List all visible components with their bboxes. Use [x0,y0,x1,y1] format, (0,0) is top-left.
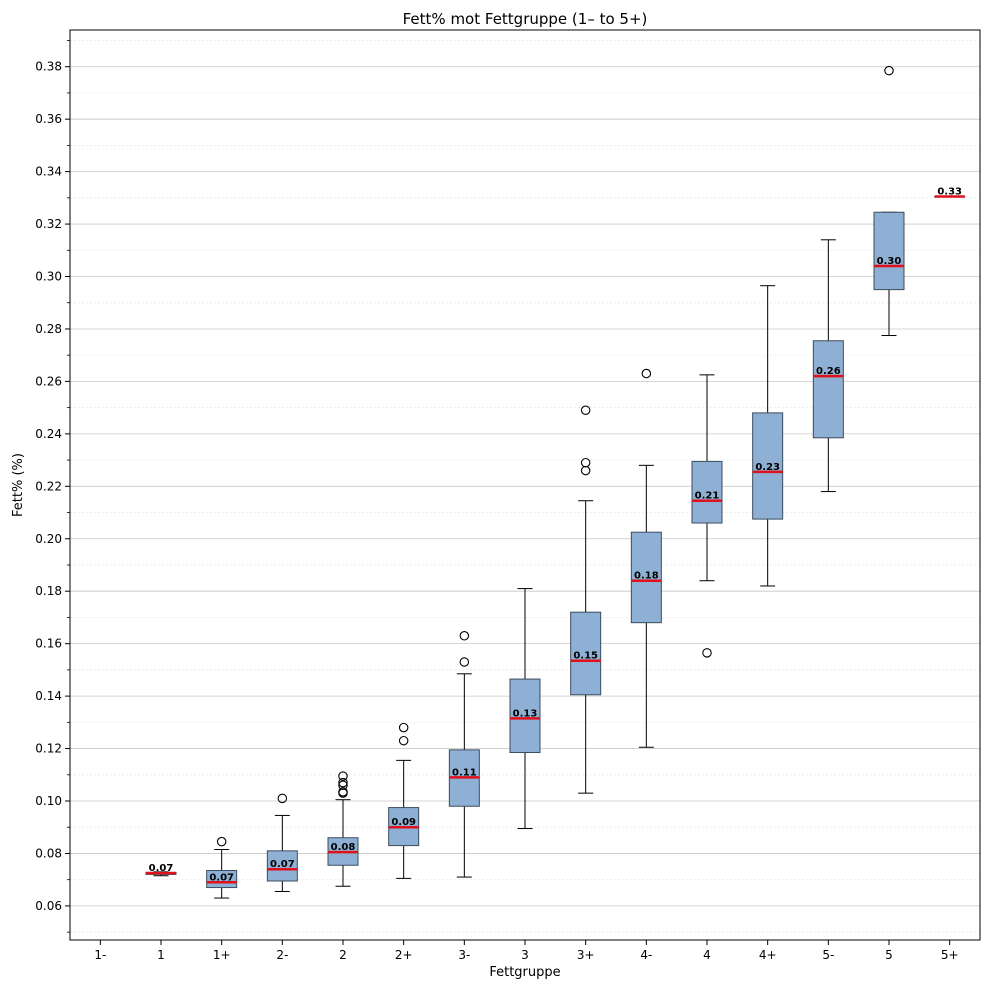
boxes: 0.07 0.07 0.07 0.08 0.09 0.11 0.13 0.15 0.18 0.21… [145,65,966,899]
iqr-box [630,531,662,624]
x-tick-label: 2 [339,948,347,962]
box-1+: 0.07 [206,836,238,899]
outlier-point [580,405,591,416]
outlier-point [459,657,470,667]
iqr-box [570,611,602,696]
y-tick-label: 0.22 [35,479,62,493]
y-tick-label: 0.14 [35,689,62,703]
y-tick-label: 0.10 [35,794,62,808]
box-2-: 0.07 [266,793,298,892]
y-tick-label: 0.30 [35,270,62,284]
median-label: 0.11 [452,767,477,778]
x-tick-label: 4- [640,948,652,962]
iqr-box [812,340,844,439]
box-1: 0.07 [145,863,177,877]
box-5-: 0.26 [812,239,844,493]
outlier-point [216,836,227,847]
outlier-point [338,787,348,797]
x-tick-label: 1+ [213,948,231,962]
y-tick-label: 0.06 [35,899,62,913]
median-label: 0.23 [755,462,780,473]
median-label: 0.09 [391,817,416,828]
median-label: 0.26 [816,366,841,377]
x-axis-label: Fettgruppe [489,965,560,980]
box-4+: 0.23 [752,285,784,587]
y-tick-label: 0.08 [35,846,62,860]
box-2+: 0.09 [388,722,420,879]
ticks: 0.06 0.08 0.10 0.12 0.14 0.16 0.18 0.20 0.22 0.24… [35,40,959,962]
x-tick-label: 3+ [577,948,595,962]
median-label: 0.33 [937,187,962,198]
x-tick-label: 1 [157,948,165,962]
outlier-point [580,465,591,476]
y-tick-label: 0.38 [35,60,62,74]
outlier-point [641,368,652,379]
box-2: 0.08 [327,771,359,887]
y-tick-label: 0.36 [35,112,62,126]
outlier-point [580,457,591,468]
y-tick-label: 0.34 [35,165,62,179]
x-tick-label: 2+ [395,948,413,962]
box-3: 0.13 [509,588,541,830]
box-5: 0.30 [873,65,905,337]
y-tick-label: 0.16 [35,637,62,651]
y-tick-label: 0.20 [35,532,62,546]
box-4-: 0.18 [630,368,662,748]
y-tick-label: 0.28 [35,322,62,336]
x-tick-label: 3- [458,948,470,962]
y-axis-label: Fett% (%) [11,453,26,517]
outlier-point [459,631,470,641]
y-tick-label: 0.26 [35,374,62,388]
y-tick-label: 0.32 [35,217,62,231]
x-tick-label: 2- [276,948,288,962]
median-label: 0.30 [877,256,902,267]
median-label: 0.07 [209,872,234,883]
x-tick-label: 5 [885,948,893,962]
x-tick-label: 5- [822,948,834,962]
x-tick-label: 5+ [941,948,959,962]
iqr-box [752,412,784,520]
outlier-point [702,648,712,658]
median-label: 0.08 [331,842,356,853]
median-label: 0.13 [513,708,538,719]
box-3+: 0.15 [570,405,602,794]
iqr-box [509,678,541,753]
iqr-box [873,211,905,291]
median-label: 0.07 [149,863,174,874]
outlier-point [398,722,409,733]
median-label: 0.15 [573,651,598,662]
x-tick-label: 4 [703,948,711,962]
x-tick-label: 3 [521,948,529,962]
chart-title: Fett% mot Fettgruppe (1– to 5+) [403,10,648,28]
iqr-box [691,460,723,524]
y-tick-label: 0.18 [35,584,62,598]
outlier-point [277,793,288,804]
outlier-point [338,771,348,781]
outlier-point [884,65,894,76]
box-3-: 0.11 [448,631,480,878]
x-tick-label: 4+ [759,948,777,962]
y-tick-label: 0.12 [35,742,62,756]
plot-frame [69,29,981,941]
x-tick-label: 1- [94,948,106,962]
y-tick-label: 0.24 [35,427,62,441]
outlier-point [338,777,348,788]
median-label: 0.21 [695,491,720,502]
outlier-point [398,735,409,746]
box-5+: 0.33 [934,187,966,198]
box-4: 0.21 [691,374,723,658]
median-label: 0.18 [634,571,659,582]
median-label: 0.07 [270,859,295,870]
iqr-box [266,850,298,882]
outlier-point [338,780,348,791]
